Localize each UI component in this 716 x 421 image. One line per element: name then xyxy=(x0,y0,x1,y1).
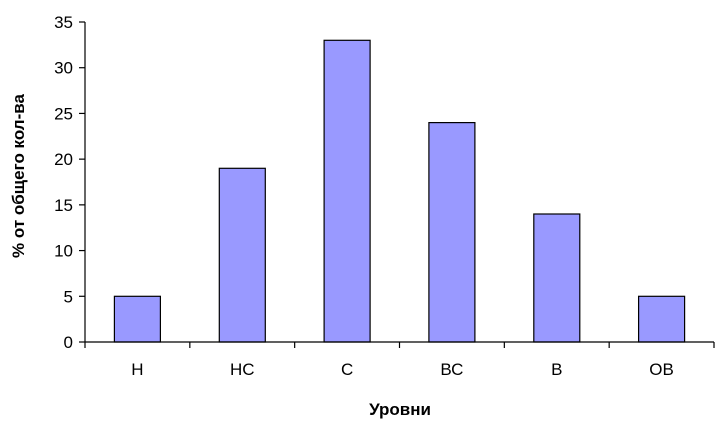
bar-5 xyxy=(533,213,581,343)
y-tick-label: 20 xyxy=(54,150,73,169)
x-tick-label: В xyxy=(551,360,562,379)
y-tick-label: 10 xyxy=(54,242,73,261)
y-axis-title: % от общего кол-ва xyxy=(9,94,28,258)
x-tick-label: ОВ xyxy=(649,360,674,379)
bar-2 xyxy=(218,167,266,343)
x-axis-title: Уровни xyxy=(369,400,431,419)
y-tick-label: 35 xyxy=(54,13,73,32)
x-tick-label: Н xyxy=(131,360,143,379)
bar-3 xyxy=(323,39,371,343)
x-tick-label: ВС xyxy=(440,360,463,379)
x-tick-label: НС xyxy=(230,360,255,379)
y-tick-label: 30 xyxy=(54,59,73,78)
x-axis: Н НС С ВС В ОВ xyxy=(84,341,715,379)
y-axis: 0 5 10 15 20 25 30 35 xyxy=(54,13,86,352)
y-tick-label: 15 xyxy=(54,196,73,215)
y-tick-label: 0 xyxy=(64,333,73,352)
bar-4 xyxy=(428,121,476,343)
y-tick-label: 5 xyxy=(64,287,73,306)
bars-group xyxy=(113,39,686,343)
bar-1 xyxy=(113,295,162,343)
bar-6 xyxy=(637,295,686,343)
y-tick-label: 25 xyxy=(54,104,73,123)
x-tick-label: С xyxy=(341,360,353,379)
